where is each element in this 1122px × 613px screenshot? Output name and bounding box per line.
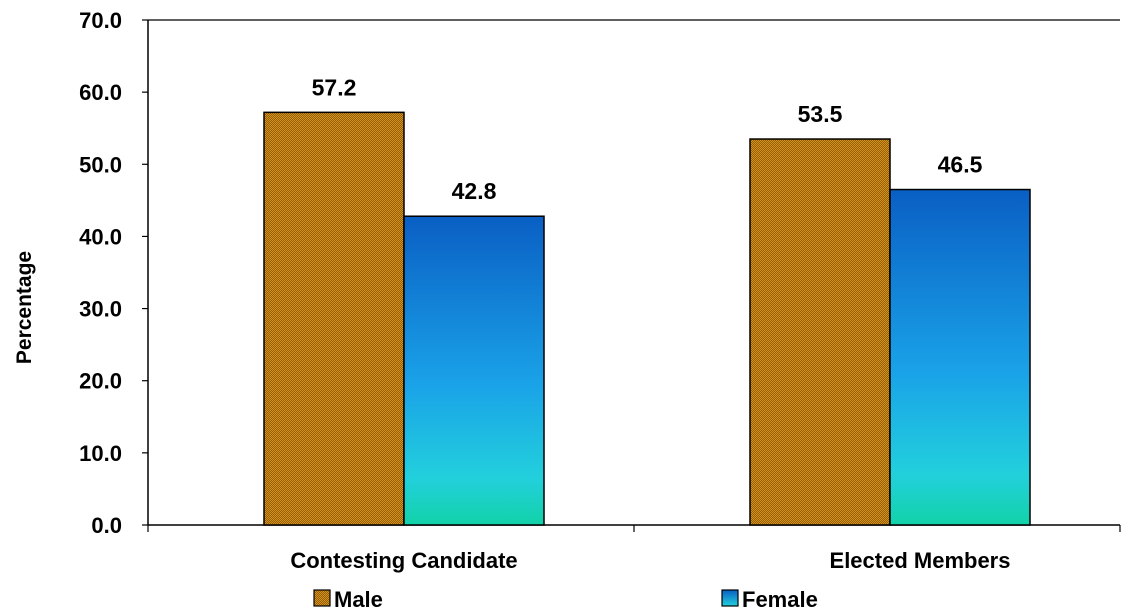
x-category-label: Elected Members (830, 548, 1011, 573)
data-label-female-1: 42.8 (452, 178, 497, 204)
bars (263, 111, 1031, 526)
data-label-male-1: 57.2 (312, 74, 357, 100)
bar-female-2 (889, 188, 1031, 526)
y-axis-title: Percentage (13, 251, 36, 364)
y-tick-label: 10.0 (79, 441, 122, 466)
data-label-female-2: 46.5 (938, 152, 983, 178)
axes: 0.0 10.0 20.0 30.0 40.0 50.0 60.0 70.0 Percentag… (13, 8, 1121, 573)
y-tick-label: 70.0 (79, 8, 122, 33)
legend-label-female: Female (742, 587, 818, 612)
y-tick-label: 60.0 (79, 80, 122, 105)
y-tick-label: 50.0 (79, 152, 122, 177)
y-tick-label: 20.0 (79, 369, 122, 394)
y-tick-label: 30.0 (79, 297, 122, 322)
legend: Male Female (313, 587, 818, 612)
legend-swatch-male (313, 589, 331, 607)
data-labels: 57.2 42.8 53.5 46.5 (312, 74, 983, 204)
legend-label-male: Male (334, 587, 383, 612)
y-tick-label: 0.0 (91, 513, 122, 538)
x-category-label: Contesting Candidate (290, 548, 517, 573)
data-label-male-2: 53.5 (798, 101, 843, 127)
legend-swatch-female (721, 589, 739, 607)
y-tick-label: 40.0 (79, 224, 122, 249)
bar-male-2 (749, 138, 891, 526)
bar-female-1 (403, 215, 545, 526)
bar-male-1 (263, 111, 405, 526)
